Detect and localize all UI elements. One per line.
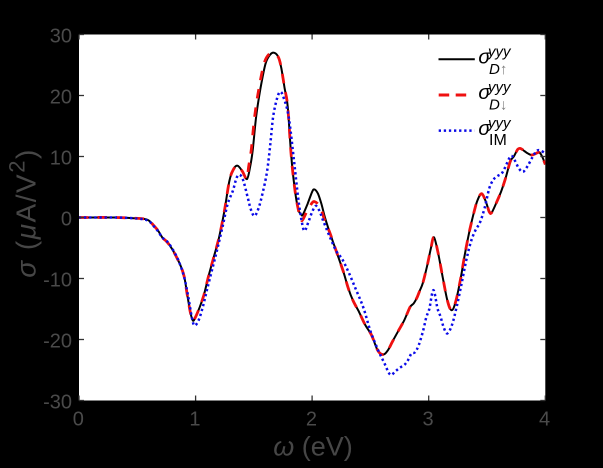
svg-text:20: 20 [50, 87, 72, 109]
svg-text:yyy: yyy [487, 115, 512, 132]
svg-text:-30: -30 [43, 392, 72, 414]
svg-text:yyy: yyy [487, 44, 512, 61]
svg-text:3: 3 [422, 409, 433, 431]
svg-text:1: 1 [189, 409, 200, 431]
svg-text:0: 0 [73, 409, 84, 431]
svg-text:D↓: D↓ [489, 96, 507, 113]
svg-text:yyy: yyy [487, 79, 512, 96]
svg-text:0: 0 [61, 209, 72, 231]
svg-text:σ: σ [478, 47, 491, 69]
svg-text:-20: -20 [43, 331, 72, 353]
svg-text:ω (eV): ω (eV) [273, 432, 353, 462]
svg-text:σ: σ [478, 82, 491, 104]
svg-text:IM: IM [489, 132, 507, 149]
svg-text:-10: -10 [43, 270, 72, 292]
svg-text:σ: σ [478, 118, 491, 140]
svg-text:10: 10 [50, 148, 72, 170]
svg-text:4: 4 [539, 409, 550, 431]
svg-text:30: 30 [50, 26, 72, 48]
svg-text:2: 2 [306, 409, 317, 431]
svg-text:D↑: D↑ [489, 61, 507, 78]
